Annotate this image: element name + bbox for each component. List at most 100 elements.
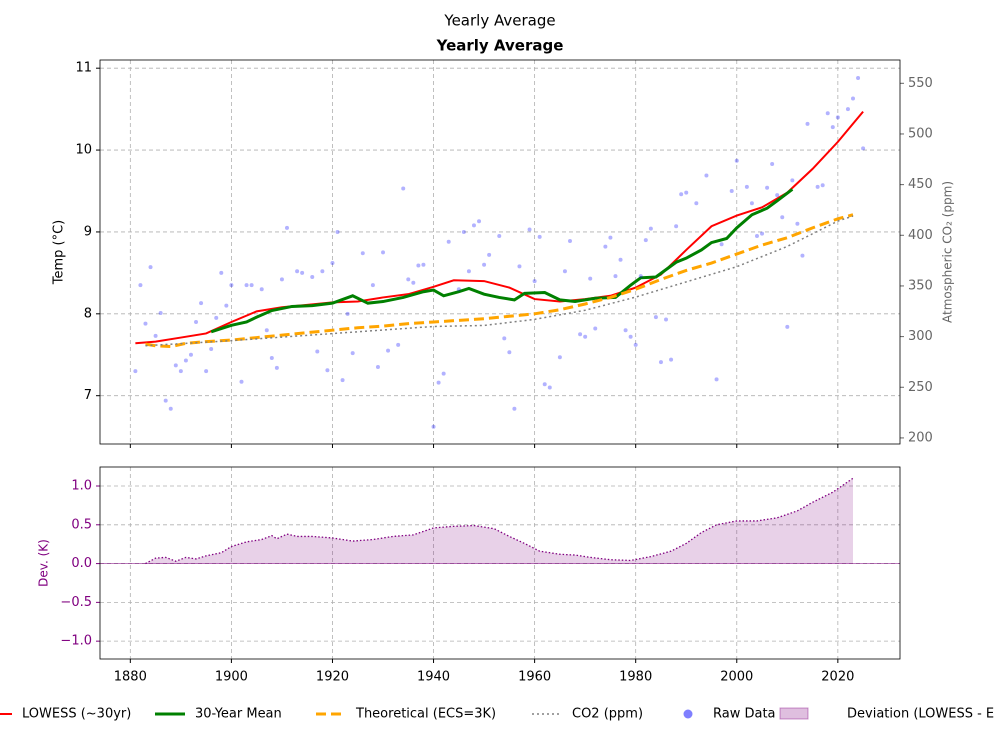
raw-point [517, 264, 522, 269]
raw-point [178, 369, 183, 374]
deviation-line [145, 477, 854, 565]
y2-tick-label: 400 [908, 228, 933, 243]
raw-point [815, 184, 820, 189]
raw-point [214, 315, 219, 320]
raw-point [209, 347, 214, 352]
raw-point [734, 158, 739, 163]
raw-point [143, 321, 148, 326]
raw-point [537, 234, 542, 239]
raw-point [471, 223, 476, 228]
suptitle: Yearly Average [443, 12, 555, 30]
series-line [210, 188, 794, 334]
raw-point [158, 310, 163, 315]
raw-point [375, 365, 380, 370]
raw-point [497, 234, 502, 239]
raw-point [315, 349, 320, 354]
raw-point [658, 360, 663, 365]
raw-point [396, 342, 401, 347]
raw-point [477, 219, 482, 224]
raw-point [790, 178, 795, 183]
raw-point [653, 315, 658, 320]
raw-point [436, 380, 441, 385]
y2-tick-label: 250 [908, 380, 933, 395]
y-tick-label: 9 [84, 224, 92, 239]
raw-point [239, 379, 244, 384]
y2-axis-label: Atmospheric CO₂ (ppm) [941, 181, 955, 323]
y2-tick-label: 550 [908, 76, 933, 91]
raw-point [805, 121, 810, 126]
raw-point [295, 269, 300, 274]
x-tick-label: 1880 [114, 670, 147, 685]
plot-area [133, 76, 866, 429]
raw-point [775, 193, 780, 198]
raw-point [664, 317, 669, 322]
raw-point [502, 336, 507, 341]
legend-marker [779, 707, 809, 720]
raw-point [249, 283, 254, 288]
raw-point [431, 424, 436, 429]
raw-point [421, 262, 426, 267]
raw-point [284, 225, 289, 230]
legend-marker [683, 709, 693, 719]
raw-point [648, 226, 653, 231]
raw-point [133, 369, 138, 374]
x-tick-label: 1900 [215, 670, 248, 685]
raw-point [411, 280, 416, 285]
raw-point [851, 96, 856, 101]
axes-frame [99, 466, 901, 660]
x-tick-label: 1940 [417, 670, 450, 685]
raw-point [542, 382, 547, 387]
raw-point [547, 385, 552, 390]
raw-point [325, 368, 330, 373]
y-tick-label: 11 [75, 61, 92, 76]
raw-point [148, 265, 153, 270]
raw-point [719, 242, 724, 247]
raw-point [780, 215, 785, 220]
raw-point [613, 274, 618, 279]
raw-point [643, 238, 648, 243]
raw-point [446, 239, 451, 244]
y2-tick-label: 450 [908, 177, 933, 192]
raw-point [593, 326, 598, 331]
raw-point [224, 303, 229, 308]
x-tick-label: 1920 [316, 670, 349, 685]
y2-tick-label: 350 [908, 278, 933, 293]
raw-point [456, 287, 461, 292]
legend-label: LOWESS (~30yr) [22, 707, 131, 722]
raw-point [744, 184, 749, 189]
raw-point [370, 283, 375, 288]
x-tick-label: 1980 [619, 670, 652, 685]
x-tick-label: 1960 [518, 670, 551, 685]
raw-point [532, 279, 537, 284]
raw-point [669, 357, 674, 362]
raw-point [386, 348, 391, 353]
raw-point [633, 342, 638, 347]
y-tick-label: 0.5 [71, 517, 92, 532]
raw-point [350, 351, 355, 356]
raw-point [188, 352, 193, 357]
y2-tick-label: 300 [908, 329, 933, 344]
plot-area [100, 477, 900, 565]
raw-point [300, 270, 305, 275]
raw-point [330, 261, 335, 266]
raw-point [168, 406, 173, 411]
raw-point [825, 111, 830, 116]
raw-point [704, 173, 709, 178]
y-tick-label: 1.0 [71, 479, 92, 494]
legend-label: Deviation (LOWESS - E [847, 707, 994, 722]
raw-point [401, 186, 406, 191]
raw-point [583, 334, 588, 339]
series-line [135, 110, 864, 345]
raw-point [340, 378, 345, 383]
deviation-area [145, 478, 854, 564]
raw-point [830, 125, 835, 130]
raw-point [765, 185, 770, 190]
raw-point [608, 235, 613, 240]
y2-tick-label: 200 [908, 430, 933, 445]
raw-point [138, 283, 143, 288]
raw-point [163, 398, 168, 403]
raw-point [416, 263, 421, 268]
raw-point [512, 406, 517, 411]
raw-point [310, 274, 315, 279]
y-tick-label: 8 [84, 306, 92, 321]
